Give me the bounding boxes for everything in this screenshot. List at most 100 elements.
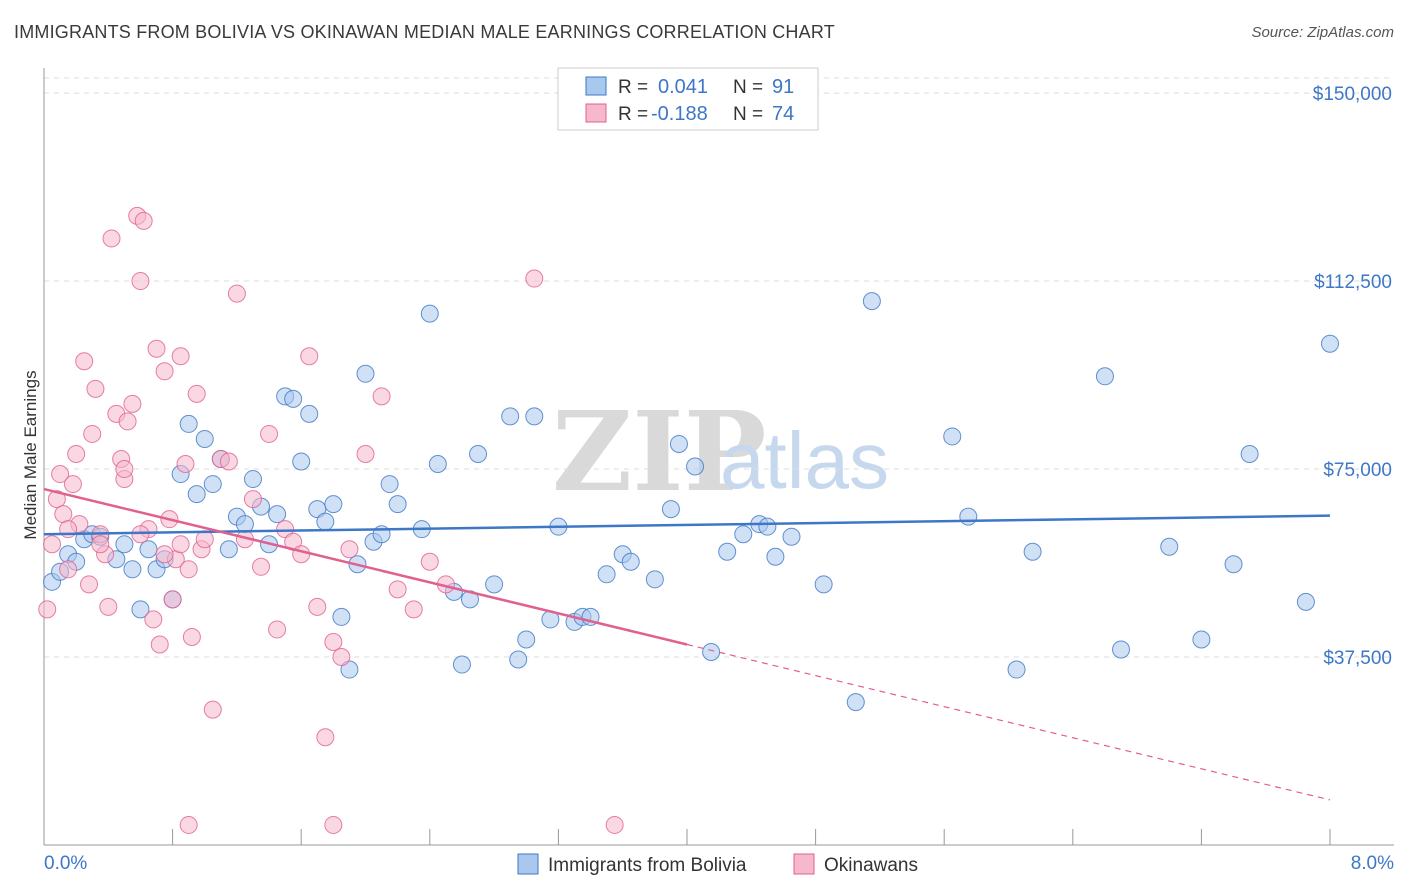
point-okinawan bbox=[171, 347, 190, 366]
point-bolivia bbox=[814, 575, 833, 594]
trend-line-okinawan-extrapolated bbox=[686, 643, 1331, 801]
point-bolivia bbox=[284, 389, 303, 408]
stats-r-value-pink: -0.188 bbox=[651, 103, 708, 125]
point-bolivia bbox=[862, 292, 881, 311]
point-bolivia bbox=[702, 643, 721, 662]
point-bolivia bbox=[380, 475, 399, 494]
point-okinawan bbox=[179, 560, 198, 579]
point-okinawan bbox=[195, 530, 214, 549]
watermark-atlas: atlas bbox=[720, 416, 889, 505]
stats-n-value-blue: 91 bbox=[772, 76, 794, 98]
point-bolivia bbox=[1160, 537, 1179, 556]
stats-r-label-blue: R = bbox=[618, 77, 648, 98]
stats-swatch-pink bbox=[585, 103, 607, 123]
point-okinawan bbox=[86, 379, 105, 398]
legend-swatch-okinawans bbox=[793, 853, 815, 875]
x-tick-label-min: 0.0% bbox=[44, 853, 87, 874]
point-bolivia bbox=[388, 495, 407, 514]
point-okinawan bbox=[150, 635, 169, 654]
point-bolivia bbox=[420, 304, 439, 323]
stats-n-label-blue: N = bbox=[733, 77, 763, 98]
point-bolivia bbox=[645, 570, 664, 589]
point-bolivia bbox=[292, 452, 311, 471]
point-okinawan bbox=[356, 444, 375, 463]
point-bolivia bbox=[1192, 630, 1211, 649]
point-bolivia bbox=[187, 485, 206, 504]
point-bolivia bbox=[1112, 640, 1131, 659]
trend-line-bolivia bbox=[43, 514, 1331, 536]
point-okinawan bbox=[203, 700, 222, 719]
point-okinawan bbox=[332, 648, 351, 667]
point-okinawan bbox=[131, 525, 150, 544]
legend-label-okinawans: Okinawans bbox=[824, 855, 918, 876]
point-bolivia bbox=[846, 693, 865, 712]
point-bolivia bbox=[1240, 444, 1259, 463]
point-okinawan bbox=[300, 347, 319, 366]
stats-r-label-pink: R = bbox=[618, 104, 648, 125]
point-okinawan bbox=[268, 620, 287, 639]
point-okinawan bbox=[115, 460, 134, 479]
point-okinawan bbox=[38, 600, 57, 619]
point-bolivia bbox=[758, 517, 777, 536]
chart-source: Source: ZipAtlas.com bbox=[1251, 24, 1394, 41]
point-okinawan bbox=[80, 575, 99, 594]
watermark-zip: ZIP bbox=[552, 387, 766, 516]
chart-title: IMMIGRANTS FROM BOLIVIA VS OKINAWAN MEDI… bbox=[14, 22, 835, 42]
point-bolivia bbox=[195, 429, 214, 448]
legend-swatch-bolivia bbox=[517, 853, 539, 875]
point-okinawan bbox=[163, 590, 182, 609]
point-bolivia bbox=[356, 364, 375, 383]
point-okinawan bbox=[179, 815, 198, 834]
point-bolivia bbox=[597, 565, 616, 584]
point-bolivia bbox=[179, 414, 198, 433]
point-okinawan bbox=[123, 394, 142, 413]
point-okinawan bbox=[91, 535, 110, 554]
point-bolivia bbox=[332, 607, 351, 626]
legend-label-bolivia: Immigrants from Bolivia bbox=[548, 855, 747, 876]
y-tick-label: $150,000 bbox=[1313, 84, 1392, 105]
point-okinawan bbox=[372, 387, 391, 406]
point-okinawan bbox=[340, 540, 359, 559]
point-bolivia bbox=[766, 547, 785, 566]
point-okinawan bbox=[102, 229, 121, 248]
point-bolivia bbox=[139, 540, 158, 559]
point-okinawan bbox=[54, 505, 73, 524]
point-bolivia bbox=[669, 434, 688, 453]
point-bolivia bbox=[1007, 660, 1026, 679]
point-okinawan bbox=[83, 424, 102, 443]
point-bolivia bbox=[469, 444, 488, 463]
point-okinawan bbox=[43, 535, 62, 554]
trend-line-okinawan bbox=[43, 487, 688, 646]
data-points bbox=[38, 206, 1339, 834]
point-okinawan bbox=[144, 610, 163, 629]
point-okinawan bbox=[147, 339, 166, 358]
stats-n-label-pink: N = bbox=[733, 104, 763, 125]
point-okinawan bbox=[131, 272, 150, 291]
point-bolivia bbox=[959, 507, 978, 526]
point-bolivia bbox=[1224, 555, 1243, 574]
x-tick-label-max: 8.0% bbox=[1351, 853, 1394, 874]
point-okinawan bbox=[292, 545, 311, 564]
stats-swatch-blue bbox=[585, 76, 607, 96]
stats-box: R = 0.041 N = 91 R = -0.188 N = 74 bbox=[557, 67, 819, 131]
point-bolivia bbox=[1095, 367, 1114, 386]
point-bolivia bbox=[1296, 592, 1315, 611]
point-okinawan bbox=[118, 412, 137, 431]
point-bolivia bbox=[268, 505, 287, 524]
point-okinawan bbox=[134, 211, 153, 230]
point-okinawan bbox=[155, 545, 174, 564]
point-bolivia bbox=[485, 575, 504, 594]
point-okinawan bbox=[63, 475, 82, 494]
point-okinawan bbox=[227, 284, 246, 303]
point-okinawan bbox=[171, 535, 190, 554]
axes bbox=[43, 68, 1394, 846]
point-bolivia bbox=[661, 500, 680, 519]
point-okinawan bbox=[243, 490, 262, 509]
point-bolivia bbox=[131, 600, 150, 619]
point-bolivia bbox=[509, 650, 528, 669]
point-okinawan bbox=[67, 444, 86, 463]
point-bolivia bbox=[621, 552, 640, 571]
point-okinawan bbox=[605, 815, 624, 834]
point-bolivia bbox=[517, 630, 536, 649]
